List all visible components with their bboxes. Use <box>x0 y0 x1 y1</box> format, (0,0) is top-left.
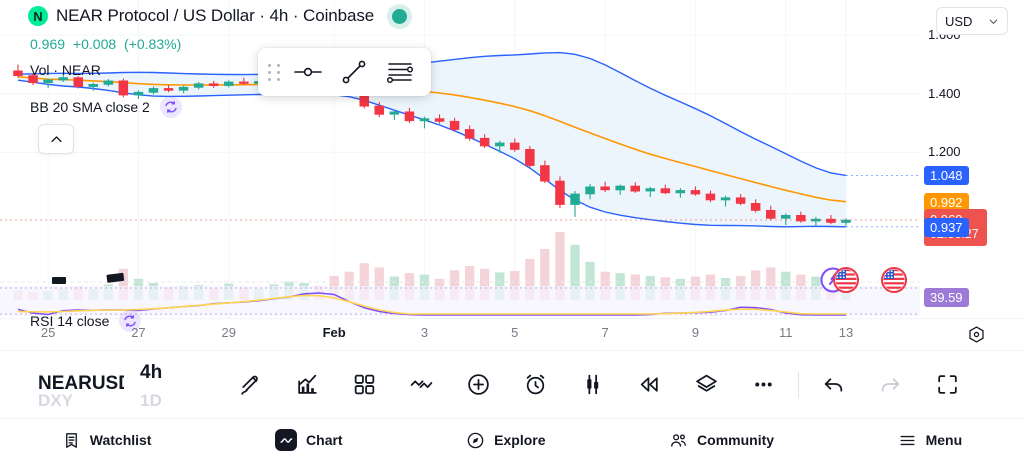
floating-drawing-toolbar[interactable] <box>258 48 431 96</box>
nav-item-menu[interactable]: Menu <box>898 431 963 450</box>
price-axis[interactable]: 1.6001.4001.2001.0480.9920.96902:36:270.… <box>920 0 1024 318</box>
patterns-button[interactable] <box>393 351 450 419</box>
price-tick-label: 1.400 <box>928 85 961 101</box>
nav-item-explore[interactable]: Explore <box>466 431 546 450</box>
alert-clock-button[interactable] <box>507 351 564 419</box>
picker-prev-interval: 1h <box>140 351 160 355</box>
bollinger-lower-badge[interactable]: 0.937 <box>924 217 969 237</box>
time-tick-label: 11 <box>779 325 793 340</box>
add-plus-button[interactable] <box>450 351 507 419</box>
toolbar-separator <box>798 371 799 398</box>
picker-current-interval: 4h <box>140 361 163 383</box>
fullscreen-icon <box>938 375 957 394</box>
price-tick-label: 1.200 <box>928 144 961 160</box>
chart-style-candles-button[interactable] <box>564 351 621 419</box>
picker-current-symbol: NEARUSD <box>38 372 124 394</box>
draw-pencil-button[interactable] <box>222 351 279 419</box>
more-dots-button[interactable] <box>735 351 792 419</box>
fullscreen-button[interactable] <box>919 351 976 419</box>
community-people-icon <box>669 431 688 450</box>
bar-replay-button[interactable] <box>621 351 678 419</box>
add-plus-icon <box>468 374 489 395</box>
chart-svg <box>0 0 920 318</box>
layers-button[interactable] <box>678 351 735 419</box>
chevron-down-icon <box>989 19 998 24</box>
trend-line-tool-icon[interactable] <box>333 52 375 92</box>
fib-retracement-tool-icon[interactable] <box>379 52 421 92</box>
layouts-grid-button[interactable] <box>336 351 393 419</box>
explore-compass-icon <box>466 431 485 450</box>
bar-replay-icon <box>640 377 658 392</box>
undo-button[interactable] <box>805 351 862 419</box>
picker-next-symbol: DXY <box>38 390 73 410</box>
time-tick-label: 7 <box>601 325 609 340</box>
chevron-up-icon <box>50 135 62 142</box>
toolbar-icon-group[interactable] <box>222 351 1024 419</box>
layouts-grid-icon <box>354 374 375 395</box>
picker-prev-symbol: USDJPY <box>38 351 106 355</box>
picker-current-symbol-clip[interactable]: NEARUSD <box>38 373 124 399</box>
redo-button <box>862 351 919 419</box>
indicators-button[interactable] <box>279 351 336 419</box>
nav-item-label: Chart <box>306 432 343 448</box>
price-chart-plot[interactable] <box>0 0 920 318</box>
menu-hamburger-icon <box>898 431 917 450</box>
nav-item-watchlist[interactable]: Watchlist <box>62 431 152 450</box>
picker-next-interval: 1D <box>140 390 162 410</box>
time-tick-label: Feb <box>322 325 346 340</box>
chart-area[interactable]: N NEAR Protocol / US Dollar · 4h · Coinb… <box>0 0 1024 350</box>
draw-pencil-icon <box>241 375 258 395</box>
time-axis[interactable]: 25 27 29 Feb 3 5 7 9 11 13 <box>0 318 1024 350</box>
time-tick-label: 29 <box>221 325 236 340</box>
time-tick-label: 25 <box>40 325 56 340</box>
time-tick-label: 5 <box>511 325 519 340</box>
nav-item-label: Community <box>697 432 775 448</box>
time-tick-label: 9 <box>691 325 700 340</box>
layers-icon <box>696 374 717 392</box>
undo-icon <box>824 378 843 392</box>
time-tick-label: 27 <box>131 325 146 340</box>
currency-select[interactable]: USD <box>936 7 1008 35</box>
redo-icon <box>881 378 900 392</box>
axis-settings-hex-icon[interactable] <box>967 325 986 349</box>
time-tick-label: 13 <box>838 325 854 340</box>
chart-style-candles-icon <box>587 374 599 395</box>
bollinger-basis-badge[interactable]: 0.992 <box>924 192 969 212</box>
symbol-interval-picker[interactable]: USDJPY 1h 4h NEARUSD DXY 1D <box>0 351 222 419</box>
chart-bottom-toolbar[interactable]: USDJPY 1h 4h NEARUSD DXY 1D <box>0 350 1024 418</box>
nav-item-chart[interactable]: Chart <box>275 429 343 451</box>
rsi-badge[interactable]: 39.59 <box>924 288 969 307</box>
nav-item-label: Explore <box>494 432 546 448</box>
horizontal-line-tool-icon[interactable] <box>287 52 329 92</box>
nav-item-community[interactable]: Community <box>669 431 774 450</box>
more-dots-icon <box>755 382 772 387</box>
collapse-pane-button[interactable] <box>38 124 74 154</box>
bottom-navigation[interactable]: Watchlist Chart Explore Community Menu <box>0 418 1024 461</box>
indicators-icon <box>298 374 317 394</box>
time-tick-label: 3 <box>420 325 429 340</box>
patterns-icon <box>410 380 433 388</box>
alert-clock-icon <box>526 374 545 395</box>
nav-item-label: Watchlist <box>89 432 152 448</box>
drag-dots-icon[interactable] <box>268 63 281 81</box>
currency-value: USD <box>945 13 973 29</box>
watchlist-icon <box>62 431 81 450</box>
nav-item-label: Menu <box>925 432 963 448</box>
chart-wave-icon <box>275 429 298 451</box>
bollinger-upper-badge[interactable]: 1.048 <box>924 166 969 186</box>
